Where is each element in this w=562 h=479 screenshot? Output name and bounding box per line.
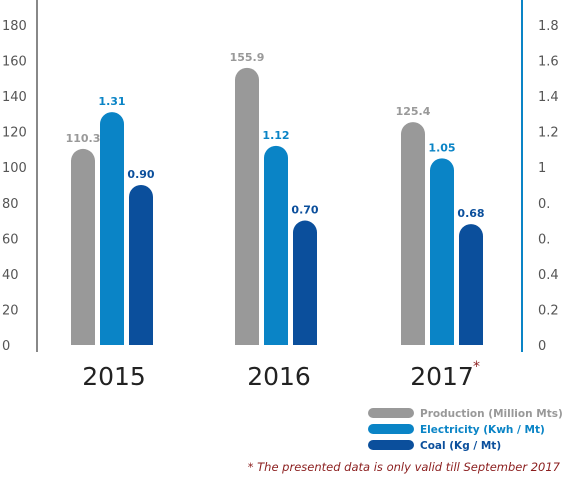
left-tick-label: 100 (2, 161, 27, 176)
bar-value-label: 0.90 (127, 168, 154, 181)
left-tick-label: 20 (2, 303, 19, 318)
right-tick-label: 1 (538, 161, 546, 176)
left-tick-label: 140 (2, 90, 27, 105)
right-tick-label: 0.4 (538, 268, 559, 283)
legend-label: Production (Million Mts) (420, 408, 562, 420)
left-tick-label: 60 (2, 232, 19, 247)
legend-swatch (368, 440, 414, 450)
bar-value-label: 0.68 (457, 207, 484, 220)
bar-2017-0 (401, 122, 425, 345)
legend-label: Electricity (Kwh / Mt) (420, 424, 545, 436)
left-tick-label: 120 (2, 126, 27, 141)
category-label-2015: 2015 (82, 362, 146, 391)
bar-labels: 110.3 1.31 0.90 155.9 1.12 0.70 125.4 1.05 0.68 (66, 51, 485, 220)
bar-value-label: 155.9 (230, 51, 265, 64)
right-tick-label: 1.6 (538, 55, 559, 70)
bar-value-label: 1.31 (98, 95, 125, 108)
bar-value-label: 0.70 (291, 204, 318, 217)
bar-2017-1 (430, 158, 454, 345)
category-label-2016: 2016 (247, 362, 311, 391)
bar-2017-2 (459, 224, 483, 345)
bar-2015-1 (100, 112, 124, 345)
legend-swatch (368, 424, 414, 434)
bar-value-label: 1.05 (428, 141, 455, 154)
footnote: * The presented data is only valid till … (248, 460, 561, 474)
right-tick-label: 1.2 (538, 126, 559, 141)
bar-2016-0 (235, 67, 259, 345)
left-tick-label: 40 (2, 268, 19, 283)
category-labels: 2015 2016 2017 * (82, 359, 480, 391)
category-footnote-marker: * (473, 359, 480, 375)
left-tick-label: 80 (2, 197, 19, 212)
bars (71, 67, 483, 345)
left-axis-ticks: 180 160 140 120 100 80 60 40 20 0 (2, 19, 27, 354)
bar-2015-2 (129, 185, 153, 345)
left-tick-label: 0 (2, 339, 10, 354)
category-label-2017: 2017 (410, 362, 474, 391)
right-tick-label: 1.8 (538, 19, 559, 34)
bar-value-label: 125.4 (396, 105, 431, 118)
legend: Production (Million Mts) Electricity (Kwh… (368, 408, 562, 452)
legend-label: Coal (Kg / Mt) (420, 440, 501, 452)
bar-2015-0 (71, 148, 95, 345)
right-tick-label: 0 (538, 339, 546, 354)
bar-value-label: 110.3 (66, 132, 101, 145)
bar-2016-1 (264, 145, 288, 345)
left-tick-label: 180 (2, 19, 27, 34)
bar-2016-2 (293, 220, 317, 345)
right-tick-label: 0. (538, 197, 550, 212)
right-tick-label: 0. (538, 232, 550, 247)
legend-swatch (368, 408, 414, 418)
left-tick-label: 160 (2, 55, 27, 70)
right-axis-ticks: 1.8 1.6 1.4 1.2 1 0. 0. 0.4 0.2 0 (538, 19, 559, 354)
right-tick-label: 0.2 (538, 303, 559, 318)
right-tick-label: 1.4 (538, 90, 559, 105)
bar-value-label: 1.12 (262, 129, 289, 142)
